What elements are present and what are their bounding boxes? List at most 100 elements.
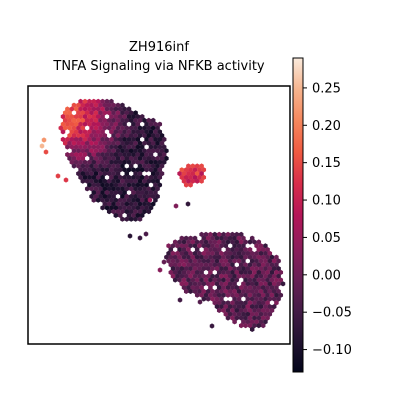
spot-point: [117, 182, 123, 188]
spot-point: [260, 285, 266, 291]
spot-point: [230, 307, 235, 313]
spot-point: [146, 186, 152, 192]
spot-point: [212, 277, 218, 283]
spot-point: [142, 209, 147, 215]
spot-point: [102, 171, 108, 177]
spot-point: [212, 231, 218, 237]
spot-point: [98, 117, 103, 123]
spot-point: [139, 152, 145, 158]
spot-point: [111, 117, 116, 123]
spot-point: [137, 209, 143, 215]
spot-point: [223, 235, 229, 241]
spot-point: [76, 171, 81, 177]
spot-point: [98, 178, 103, 184]
spot-point: [267, 250, 273, 256]
spot-point: [194, 262, 200, 268]
spot-point: [199, 277, 204, 283]
spot-point: [100, 205, 105, 211]
spot-point: [208, 292, 213, 298]
spot-point: [245, 281, 251, 287]
spot-point: [98, 171, 103, 177]
spot-point: [190, 171, 196, 177]
spot-point: [71, 163, 77, 169]
spot-point: [247, 285, 253, 291]
spot-point: [98, 140, 103, 146]
spot-point: [106, 171, 112, 177]
spot-point: [166, 243, 171, 249]
spot-point: [115, 140, 121, 146]
spot-point: [258, 250, 264, 256]
spot-point: [89, 133, 94, 139]
spot-point: [89, 186, 94, 192]
spot-point: [115, 148, 121, 154]
spot-point: [82, 167, 88, 173]
spot-point: [238, 300, 244, 306]
spot-point: [252, 307, 257, 313]
spot-point: [166, 250, 171, 256]
spot-point: [76, 155, 81, 161]
spot-point: [276, 281, 281, 287]
spot-point: [144, 129, 149, 135]
spot-point: [170, 266, 176, 272]
spot-point: [172, 239, 178, 245]
spot-point: [150, 140, 156, 146]
spot-point: [153, 144, 158, 150]
spot-point: [219, 243, 224, 249]
spot-point: [84, 102, 90, 108]
spot-point: [137, 125, 143, 131]
spot-point: [115, 117, 121, 123]
spot-point: [126, 152, 132, 158]
spot-point: [80, 102, 86, 108]
spot-point: [155, 155, 160, 161]
spot-point: [197, 281, 202, 287]
spot-point: [73, 129, 79, 135]
spot-point: [269, 262, 275, 268]
spot-point: [153, 136, 158, 142]
spot-point: [238, 292, 244, 298]
spot-point: [276, 296, 281, 302]
spot-point: [76, 148, 81, 154]
spot-point: [153, 129, 158, 135]
spot-point: [161, 144, 167, 150]
spot-point: [168, 254, 174, 260]
spot-point: [148, 121, 154, 127]
spot-point: [93, 110, 99, 116]
spot-point: [223, 281, 229, 287]
spot-point: [89, 155, 94, 161]
colorbar-tick-label: 0.25: [312, 81, 341, 96]
spot-point: [256, 292, 262, 298]
spot-point: [236, 296, 242, 302]
spot-point: [153, 167, 158, 173]
spot-point: [221, 262, 226, 268]
spot-point: [258, 266, 264, 272]
spot-point: [225, 231, 231, 237]
spot-point: [199, 254, 204, 260]
spot-point: [208, 285, 213, 291]
spot-point: [109, 106, 114, 112]
spot-point: [225, 247, 231, 253]
spot-point: [227, 266, 233, 272]
spot-point: [188, 182, 193, 188]
spot-point: [181, 239, 187, 245]
spot-point: [236, 304, 242, 310]
spot-point: [144, 152, 149, 158]
spot-point: [212, 254, 218, 260]
spot-point: [124, 117, 130, 123]
spot-point: [194, 269, 200, 275]
spot-point: [256, 247, 262, 253]
spot-point: [98, 148, 103, 154]
spot-point: [223, 266, 229, 272]
spot-point: [252, 254, 257, 260]
spot-point: [267, 296, 273, 302]
spot-point: [205, 281, 211, 287]
spot-point: [126, 167, 132, 173]
spot-point: [201, 288, 207, 294]
spot-point: [181, 171, 187, 177]
spot-point: [190, 178, 196, 184]
spot-point: [243, 239, 248, 245]
spot-point: [199, 171, 204, 177]
spot-point: [186, 285, 191, 291]
spot-point: [254, 258, 259, 264]
spot-point: [181, 269, 187, 275]
spot-point: [230, 292, 235, 298]
